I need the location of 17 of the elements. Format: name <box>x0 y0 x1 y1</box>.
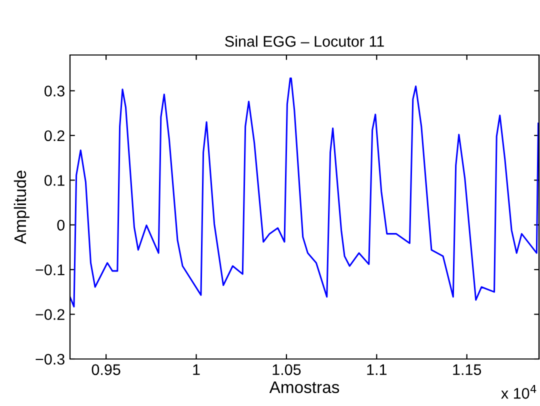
x-tick-label: 1.1 <box>367 364 387 375</box>
chart-title: Sinal EGG – Locutor 11 <box>225 36 384 47</box>
x-tick-label: 0.95 <box>92 364 120 376</box>
y-tick-label: 0.2 <box>44 130 64 142</box>
x-tick-label: 1.05 <box>272 364 301 376</box>
y-tick-label: −0.2 <box>36 309 64 320</box>
x-tick-label: 1 <box>193 364 200 375</box>
text: x 10$^{4}$ <box>501 385 536 399</box>
y-tick-label: 0.1 <box>44 175 64 186</box>
y-tick-label: 0.3 <box>44 86 64 96</box>
x-axis-title: Amostras <box>269 381 340 394</box>
y-tick-label: −0.3 <box>36 354 64 365</box>
x-tick-label: 1.15 <box>453 364 482 376</box>
y-tick-label: 0 <box>57 220 65 231</box>
y-axis-title: Amplitude <box>14 170 30 244</box>
line-series <box>70 77 539 308</box>
y-tick-label: −0.1 <box>36 264 64 276</box>
